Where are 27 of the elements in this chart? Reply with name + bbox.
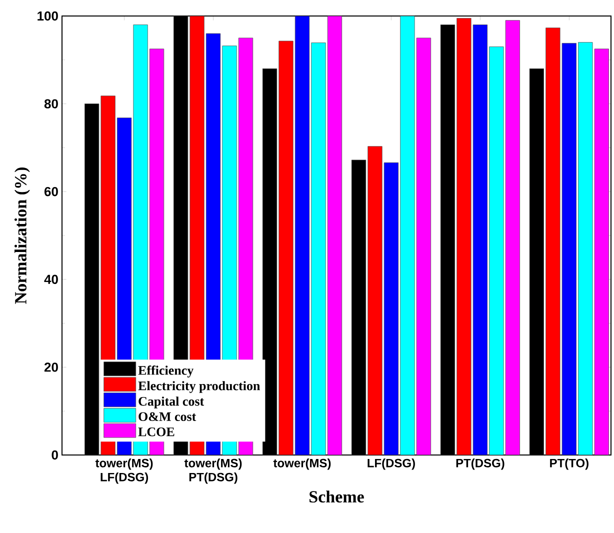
y-axis-title: Normalization (%) [14,168,30,304]
y-tick-label: 0 [52,450,58,460]
x-axis-title: Scheme [310,490,364,503]
bar [416,38,432,455]
legend-label: LCOE [138,428,174,436]
legend-label: Capital cost [138,396,204,408]
bar [505,20,520,455]
y-tick-label: 100 [38,11,58,21]
bar [278,40,294,455]
y-tick-label: 80 [44,99,58,108]
x-tick-label: tower(MS) [273,458,331,470]
bar [456,18,472,455]
legend-label: O&M cost [138,412,196,421]
y-tick-label: 20 [44,362,58,372]
x-tick-label: PT(DSG) [456,458,504,470]
y-tick-label: 60 [44,186,58,196]
bar [327,16,342,455]
legend-label: Efficiency [138,366,194,378]
bar [594,48,609,455]
x-tick-label: PT(TO) [550,458,588,470]
bar [368,146,382,455]
legend-label: Electricity production [138,381,260,393]
x-tick-label: tower(MS) LF(DSG) [95,458,153,484]
bar [546,28,560,455]
y-tick-label: 40 [44,274,58,284]
x-tick-label: LF(DSG) [368,458,415,470]
x-tick-label: tower(MS) PT(DSG) [184,458,242,484]
